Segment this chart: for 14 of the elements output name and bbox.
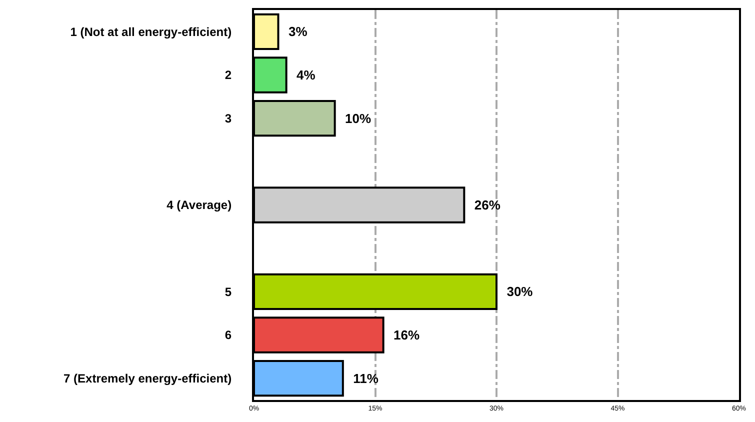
data-label: 26%: [467, 198, 508, 212]
data-label: 3%: [281, 24, 314, 40]
data-label: 4%: [289, 68, 323, 82]
y-tick-label: 3: [224, 112, 232, 126]
y-tick-label: 2: [224, 68, 232, 82]
y-tick-label: 7 (Extremely energy-efficient): [64, 372, 232, 386]
data-label: 11%: [346, 370, 386, 386]
data-label: 16%: [386, 328, 427, 342]
y-tick-label: 6: [224, 328, 232, 342]
data-label: 10%: [338, 110, 378, 126]
y-tick-label: 1 (Not at all energy-efficient): [70, 24, 232, 39]
y-tick-label: 5: [224, 284, 232, 299]
data-label: 30%: [500, 284, 540, 300]
y-tick-label: 4 (Average): [166, 198, 232, 212]
